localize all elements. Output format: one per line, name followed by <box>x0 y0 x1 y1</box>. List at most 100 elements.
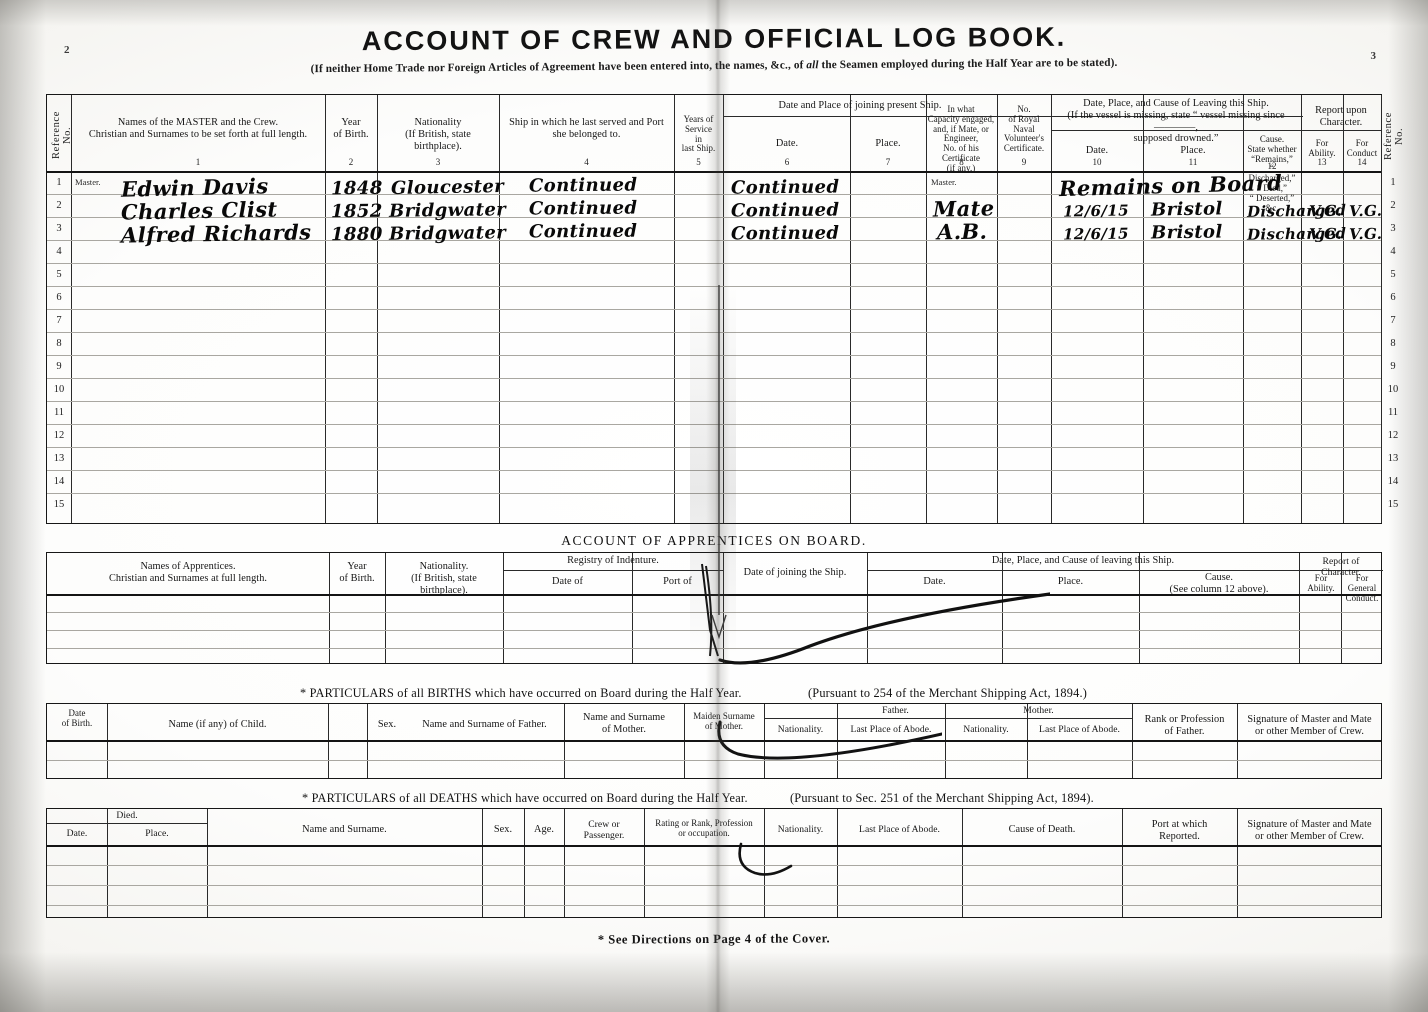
crew-row-line <box>47 309 1381 310</box>
crew-rownum-right: 3 <box>1390 223 1396 234</box>
deaths-col-sep-11 <box>1237 809 1238 917</box>
appr-header-registry-group: Registry of Indenture. <box>567 555 659 566</box>
births-header-mother-abode: Last Place of Abode. <box>1039 724 1120 735</box>
crew-entry-for-ability: V.G. <box>1308 201 1343 221</box>
deaths-col-sep-10 <box>1122 809 1123 917</box>
crew-rownum-right: 7 <box>1390 315 1396 326</box>
crew-row-line <box>47 286 1381 287</box>
crew-header-rnvr-line3: Naval <box>1013 123 1035 134</box>
crew-row-line <box>47 240 1381 241</box>
births-section-title: * PARTICULARS of all BIRTHS which have o… <box>300 686 742 700</box>
crew-header-for-conduct: For Conduct <box>1343 138 1381 159</box>
crew-rownum-left: 6 <box>56 292 62 303</box>
crew-header-rnvr-line4: Volunteer's <box>1004 133 1044 144</box>
crew-colnum-2: 2 <box>348 157 354 167</box>
births-subhead-line-b <box>945 718 1132 719</box>
births-header-signature-line2: or other Member of Crew. <box>1255 725 1364 737</box>
births-row-line <box>47 760 1381 761</box>
crew-header-capacity-line1: In what <box>947 104 975 114</box>
births-table: Date of Birth. Name (if any) of Child. S… <box>46 703 1382 779</box>
crew-rownum-right: 15 <box>1387 499 1399 510</box>
appr-header-conduct-line2: Conduct. <box>1345 592 1379 603</box>
births-header-date: Date of Birth. <box>49 708 105 729</box>
crew-header-rnvr-line2: of Royal <box>1008 113 1040 124</box>
apprentices-section-title: ACCOUNT OF APPRENTICES ON BOARD. <box>561 533 867 548</box>
crew-colnum-6: 6 <box>784 157 790 167</box>
crew-header-rnvr-line5: Certificate. <box>1003 143 1045 154</box>
crew-table: Reference No. Names of the MASTER and th… <box>46 94 1405 524</box>
deaths-header-rating-line2: or occupation. <box>678 827 730 838</box>
crew-colnum-9: 9 <box>1021 157 1027 167</box>
deaths-grid <box>47 809 1381 917</box>
crew-rownum-left: 2 <box>56 200 62 211</box>
crew-header-capacity-line3: and, if Mate, or Engineer, <box>933 123 989 144</box>
appr-header-for-ability: For Ability. <box>1301 573 1341 594</box>
subtitle-part-2: the Seamen employed during the Half Year… <box>818 56 1118 72</box>
appr-header-cause: Cause. (See column 12 above). <box>1141 572 1297 596</box>
crew-header-ability-line2: Ability. <box>1308 147 1336 158</box>
appr-subhead-line-a <box>503 570 723 571</box>
crew-entry-last-ship: Continued <box>528 220 638 243</box>
crew-header-capacity-line5: (if any.) <box>946 162 976 173</box>
births-header-mother-name: Name and Surname of Mother. <box>566 712 682 736</box>
crew-entry-joining: Continued <box>730 176 840 199</box>
crew-header-joining-place: Place. <box>875 138 901 149</box>
crew-entry-year: 1852 <box>330 200 383 223</box>
crew-rownum-right: 8 <box>1390 338 1396 349</box>
appr-header-names: Names of Apprentices. Christian and Surn… <box>49 561 327 585</box>
crew-row-line <box>47 378 1381 379</box>
crew-colnum-13: 13 <box>1317 157 1327 167</box>
appr-row-line <box>47 648 1381 649</box>
crew-colnum-8: 8 <box>959 157 964 167</box>
crew-colnum-3: 3 <box>435 157 441 167</box>
crew-rownum-left: 5 <box>56 269 62 280</box>
crew-colnum-5: 5 <box>696 157 701 167</box>
crew-colnum-7: 7 <box>885 157 891 167</box>
deaths-header-port-line1: Port at which <box>1151 819 1208 830</box>
crew-rownum-left: 12 <box>53 430 65 441</box>
crew-rownum-right: 10 <box>1387 384 1399 395</box>
crew-colnum-12: 12 <box>1267 161 1277 171</box>
crew-header-capacity: In what Capacity engaged, and, if Mate, … <box>925 104 997 174</box>
appr-header-leaving-group: Date, Place, and Cause of leaving this S… <box>991 555 1175 566</box>
births-header-father-abode: Last Place of Abode. <box>850 724 932 735</box>
crew-rownum-right: 13 <box>1387 453 1399 464</box>
crew-entry-year: 1848 <box>330 177 383 200</box>
appr-header-cause-line2: (See column 12 above). <box>1169 583 1269 595</box>
crew-header-years-service-line3: last Ship. <box>681 143 716 154</box>
births-header-father-group: Father. <box>882 705 909 716</box>
crew-header-leaving-group: Date, Place, and Cause of Leaving this S… <box>1053 98 1299 145</box>
crew-row-line <box>47 355 1381 356</box>
crew-rownum-left: 10 <box>53 384 65 395</box>
crew-rownum-left: 8 <box>56 338 62 349</box>
crew-entry-name: Alfred Richards <box>120 219 312 248</box>
births-subhead-line-a <box>764 718 1027 719</box>
appr-header-names-line1: Names of Apprentices. <box>140 561 236 572</box>
births-header-date-line1: Date <box>68 708 86 718</box>
deaths-section-note: (Pursuant to Sec. 251 of the Merchant Sh… <box>790 791 1094 805</box>
births-header-bottom-rule <box>47 740 1381 742</box>
deaths-header-rating-line1: Rating or Rank, Profession <box>655 818 753 828</box>
crew-rownum-left: 1 <box>56 177 62 188</box>
crew-entry-leaving-date: 12/6/15 <box>1062 224 1130 244</box>
births-header-rank-line2: of Father. <box>1164 725 1205 737</box>
crew-row-line <box>47 470 1381 471</box>
crew-header-last-ship-line1: Ship in which he last served and Port <box>509 117 664 128</box>
births-section-note: (Pursuant to 254 of the Merchant Shippin… <box>808 686 1088 700</box>
crew-entry-joining: Continued <box>730 199 840 222</box>
births-header-mother-nationality: Nationality. <box>963 724 1009 735</box>
crew-header-cause-line2: State whether “Remains,” <box>1247 143 1297 164</box>
appr-col-sep-4 <box>632 553 633 663</box>
deaths-header-signature-line2: or other Member of Crew. <box>1255 830 1364 842</box>
appr-header-cause-line1: Cause. <box>1204 572 1234 583</box>
appr-header-year: Year of Birth. <box>331 561 383 585</box>
deaths-header-signature-line1: Signature of Master and Mate <box>1247 819 1372 830</box>
births-header-maiden-line1: Maiden Surname <box>693 711 755 721</box>
crew-row-line <box>47 401 1381 402</box>
births-header-mother-group: Mother. <box>1023 705 1054 716</box>
crew-subhead-line-a <box>723 116 1303 117</box>
apprentices-table: Names of Apprentices. Christian and Surn… <box>46 552 1383 664</box>
subtitle-emphasis: all <box>806 59 819 72</box>
appr-header-registry-date: Date of <box>552 576 583 587</box>
